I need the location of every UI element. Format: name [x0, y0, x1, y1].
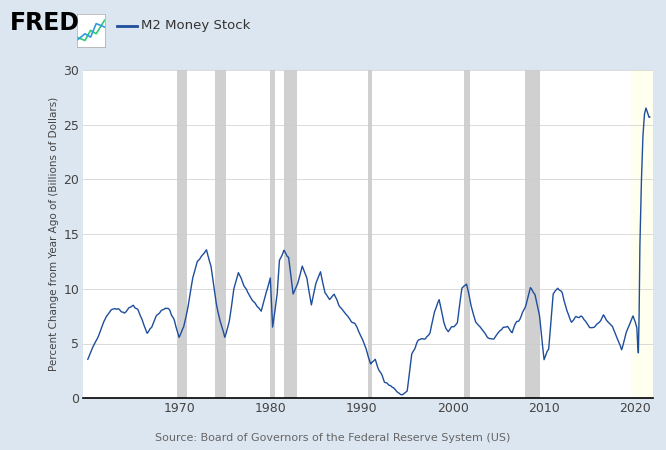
Bar	[631, 70, 653, 398]
Bar	[525, 70, 539, 398]
Text: FRED: FRED	[10, 11, 80, 35]
Bar	[637, 70, 641, 398]
Bar	[176, 70, 187, 398]
Text: Source: Board of Governors of the Federal Reserve System (US): Source: Board of Governors of the Federa…	[155, 433, 511, 443]
Text: M2 Money Stock: M2 Money Stock	[141, 19, 250, 32]
Bar	[368, 70, 372, 398]
Bar	[215, 70, 226, 398]
Bar	[270, 70, 275, 398]
Bar	[464, 70, 470, 398]
Y-axis label: Percent Change from Year Ago of (Billions of Dollars): Percent Change from Year Ago of (Billion…	[49, 97, 59, 371]
Bar	[284, 70, 297, 398]
